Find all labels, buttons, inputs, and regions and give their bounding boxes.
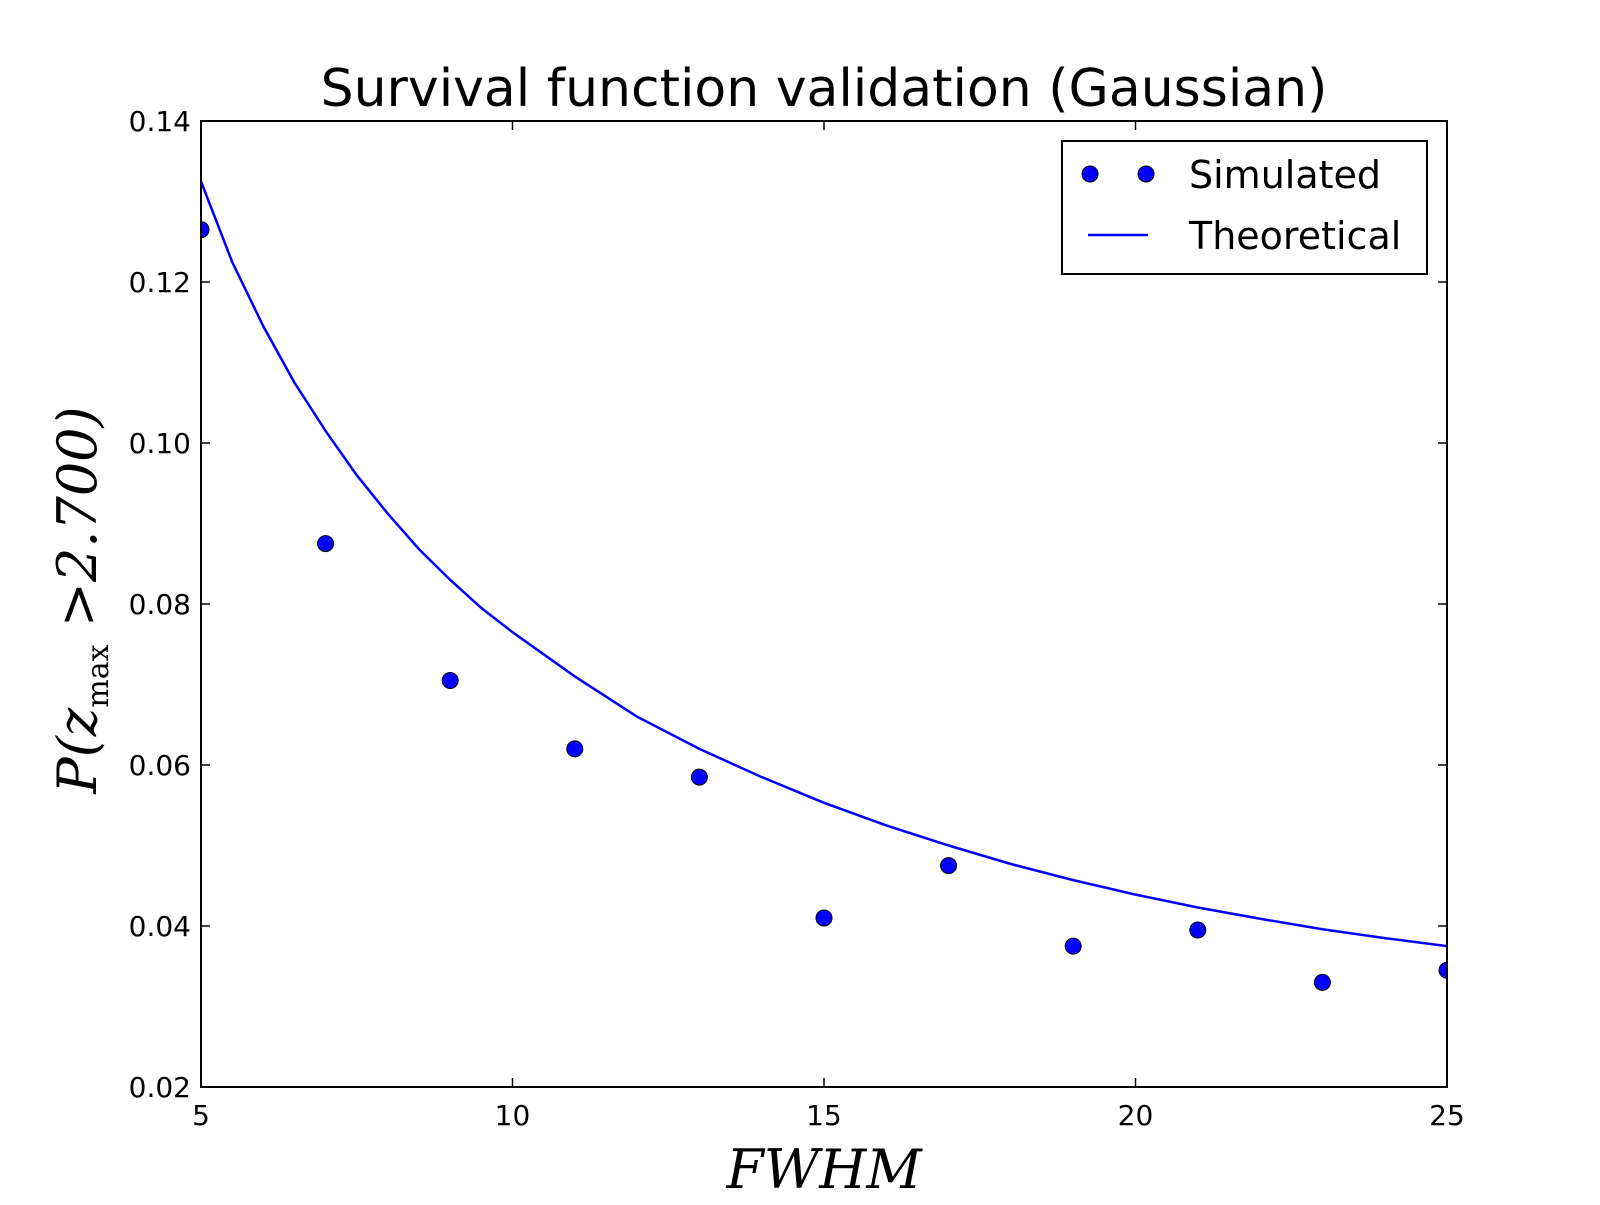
y-tick-label: 0.04 [129,910,191,943]
legend: Simulated Theoretical [1061,140,1428,275]
chart-title: Survival function validation (Gaussian) [321,59,1328,119]
simulated-point [1438,961,1447,979]
simulated-point [940,857,958,875]
y-tick-label: 0.08 [129,588,191,621]
simulated-point [566,740,584,758]
x-tick-label: 25 [1429,1099,1465,1132]
simulated-point [815,909,833,927]
y-axis-label: P(zmax >2.700) [46,406,116,794]
x-tick-label: 5 [192,1099,210,1132]
simulated-point [690,768,708,786]
y-axis: 0.02 0.04 0.06 0.08 0.10 0.12 0.14 [129,105,1447,1104]
x-axis-label: FWHM [725,1138,923,1200]
simulated-point [1189,921,1207,939]
y-label-subscript: max [81,644,116,707]
simulated-point [317,535,335,553]
legend-box [1061,140,1428,275]
y-tick-label: 0.06 [129,749,191,782]
simulated-point [1313,973,1331,991]
legend-simulated-marker-left [1081,165,1099,183]
x-axis: 5 10 15 20 25 [192,121,1465,1132]
theoretical-line [201,180,1447,948]
simulated-point [441,671,459,689]
y-tick-label: 0.02 [129,1071,191,1104]
x-tick-label: 20 [1118,1099,1154,1132]
y-tick-label: 0.10 [129,427,191,460]
y-label-variable: z [46,707,109,737]
y-label-prefix: P( [46,734,109,794]
x-tick-label: 10 [495,1099,531,1132]
y-label-suffix: >2.700) [46,406,109,644]
simulated-point [1064,937,1082,955]
legend-simulated-marker-right [1137,165,1155,183]
y-tick-label: 0.12 [129,266,191,299]
y-tick-label: 0.14 [129,105,191,138]
plot-area [201,180,1447,991]
legend-label-simulated: Simulated [1189,153,1381,197]
legend-label-theoretical: Theoretical [1188,214,1401,258]
x-tick-label: 15 [806,1099,842,1132]
simulated-point [201,221,210,239]
